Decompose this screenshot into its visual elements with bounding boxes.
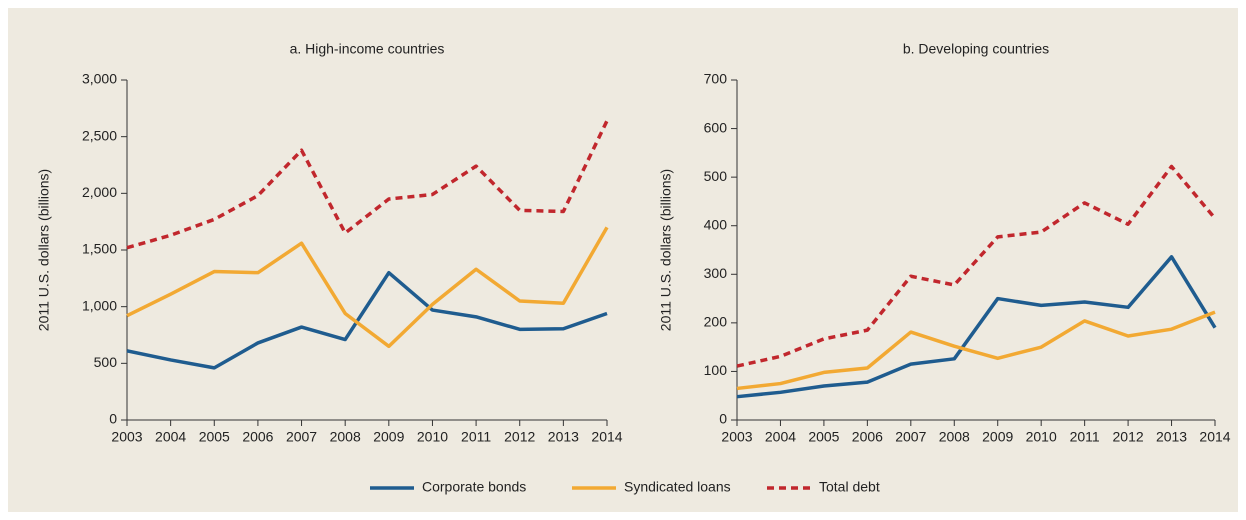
series-line: Corporate bonds [126, 270, 608, 370]
x-tick-label: 2013 [548, 429, 579, 445]
legend-label: Corporate bonds [422, 479, 526, 495]
series-line: Syndicated loans [126, 226, 609, 349]
y-tick-label: 200 [704, 314, 728, 330]
y-tick-label: 500 [704, 168, 728, 184]
x-tick-label: 2010 [1026, 429, 1057, 445]
y-tick-label: 0 [109, 411, 117, 427]
x-tick-label: 2014 [1199, 429, 1230, 445]
x-tick-label: 2007 [286, 429, 317, 445]
x-tick-label: 2009 [982, 429, 1013, 445]
y-tick-label: 1,000 [82, 297, 117, 313]
x-tick-label: 2013 [1156, 429, 1187, 445]
y-tick-label: 300 [704, 265, 728, 281]
x-tick-label: 2011 [461, 429, 491, 445]
x-tick-label: 2011 [1070, 429, 1100, 445]
x-tick-label: 2004 [155, 429, 186, 445]
x-tick-label: 2014 [591, 429, 622, 445]
x-tick-label: 2010 [417, 429, 448, 445]
legend-label: Total debt [819, 479, 880, 495]
y-tick-label: 400 [704, 216, 728, 232]
x-tick-label: 2008 [330, 429, 361, 445]
x-tick-label: 2012 [504, 429, 535, 445]
y-tick-label: 3,000 [82, 71, 117, 87]
y-tick-label: 2,500 [82, 127, 117, 143]
y-tick-label: 500 [94, 354, 118, 370]
x-tick-label: 2005 [808, 429, 839, 445]
x-tick-label: 2009 [373, 429, 404, 445]
x-tick-label: 2003 [721, 429, 752, 445]
series-line: Corporate bonds [736, 255, 1217, 399]
y-tick-label: 100 [704, 362, 728, 378]
x-tick-label: 2007 [895, 429, 926, 445]
y-axis-label: 2011 U.S. dollars (billions) [658, 169, 674, 331]
x-tick-label: 2006 [242, 429, 273, 445]
x-tick-label: 2003 [111, 429, 142, 445]
x-tick-label: 2006 [852, 429, 883, 445]
legend-label: Syndicated loans [624, 479, 731, 495]
series-line: Total debt [126, 120, 609, 250]
x-tick-label: 2012 [1113, 429, 1144, 445]
chart-title: a. High-income countries [290, 41, 445, 57]
x-tick-label: 2008 [939, 429, 970, 445]
y-axis-label: 2011 U.S. dollars (billions) [36, 169, 52, 331]
chart-title: b. Developing countries [903, 41, 1049, 57]
y-tick-label: 1,500 [82, 241, 117, 257]
x-tick-label: 2005 [199, 429, 230, 445]
y-tick-label: 600 [704, 119, 728, 135]
series-line: Syndicated loans [736, 310, 1216, 391]
series-line: Total debt [736, 164, 1217, 368]
background [8, 8, 1238, 512]
y-tick-label: 700 [704, 71, 728, 87]
x-tick-label: 2004 [765, 429, 796, 445]
y-tick-label: 2,000 [82, 184, 117, 200]
y-tick-label: 0 [719, 411, 727, 427]
